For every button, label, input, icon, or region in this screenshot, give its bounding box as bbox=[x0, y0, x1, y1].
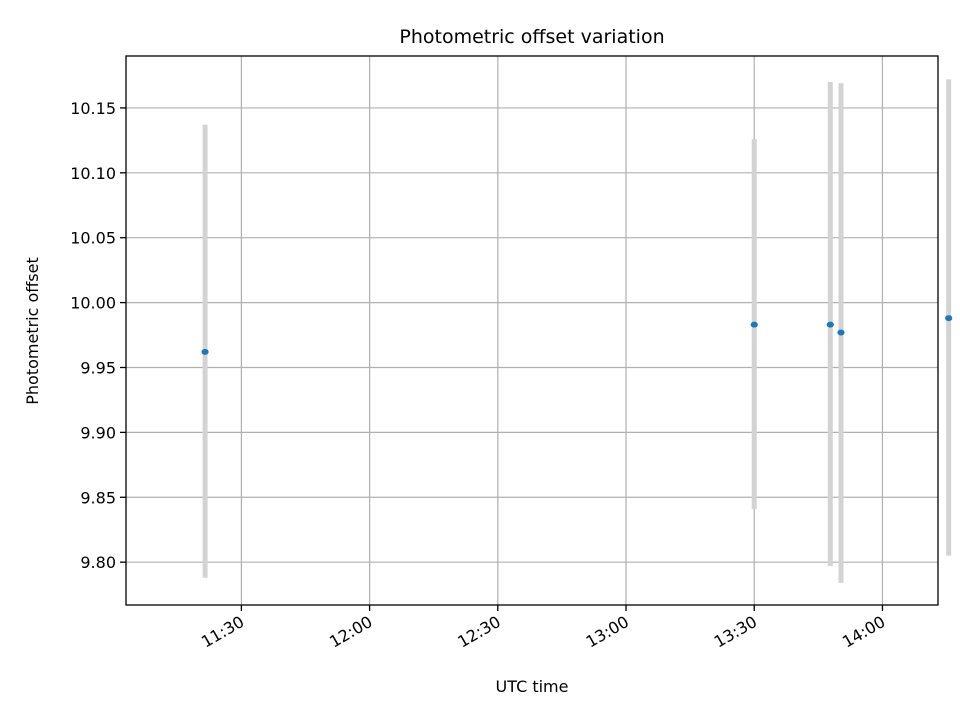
y-tick-label: 10.00 bbox=[70, 294, 116, 313]
chart-title: Photometric offset variation bbox=[399, 26, 664, 48]
x-tick-label: 13:00 bbox=[583, 612, 632, 652]
y-tick-label: 10.10 bbox=[70, 164, 116, 183]
errorbar-layer bbox=[202, 79, 952, 583]
y-tick-label: 10.15 bbox=[70, 99, 116, 118]
plot-frame bbox=[125, 55, 939, 606]
x-tick-label: 12:30 bbox=[454, 612, 503, 652]
y-tick-label: 9.80 bbox=[80, 553, 116, 572]
x-axis-label: UTC time bbox=[496, 677, 569, 696]
y-tick-label: 10.05 bbox=[70, 229, 116, 248]
x-tick-label: 12:00 bbox=[326, 612, 375, 652]
data-point bbox=[201, 348, 209, 355]
data-point bbox=[945, 315, 953, 322]
grid-layer bbox=[126, 56, 938, 605]
x-tick-label: 11:30 bbox=[198, 612, 247, 652]
x-axis-ticks: 11:30 12:00 12:30 13:00 13:30 14:00 bbox=[198, 605, 888, 652]
data-point bbox=[750, 321, 758, 328]
data-point bbox=[826, 321, 834, 328]
x-tick-label: 14:00 bbox=[839, 612, 888, 652]
y-tick-label: 9.95 bbox=[80, 358, 116, 377]
y-axis-ticks: 9.80 9.85 9.90 9.95 10.00 10.05 10.10 10.15 bbox=[70, 99, 126, 572]
y-tick-label: 9.85 bbox=[80, 488, 116, 507]
y-axis-label: Photometric offset bbox=[23, 257, 42, 405]
point-layer bbox=[201, 315, 953, 355]
data-point bbox=[837, 329, 845, 336]
y-tick-label: 9.90 bbox=[80, 423, 116, 442]
x-tick-label: 13:30 bbox=[711, 612, 760, 652]
